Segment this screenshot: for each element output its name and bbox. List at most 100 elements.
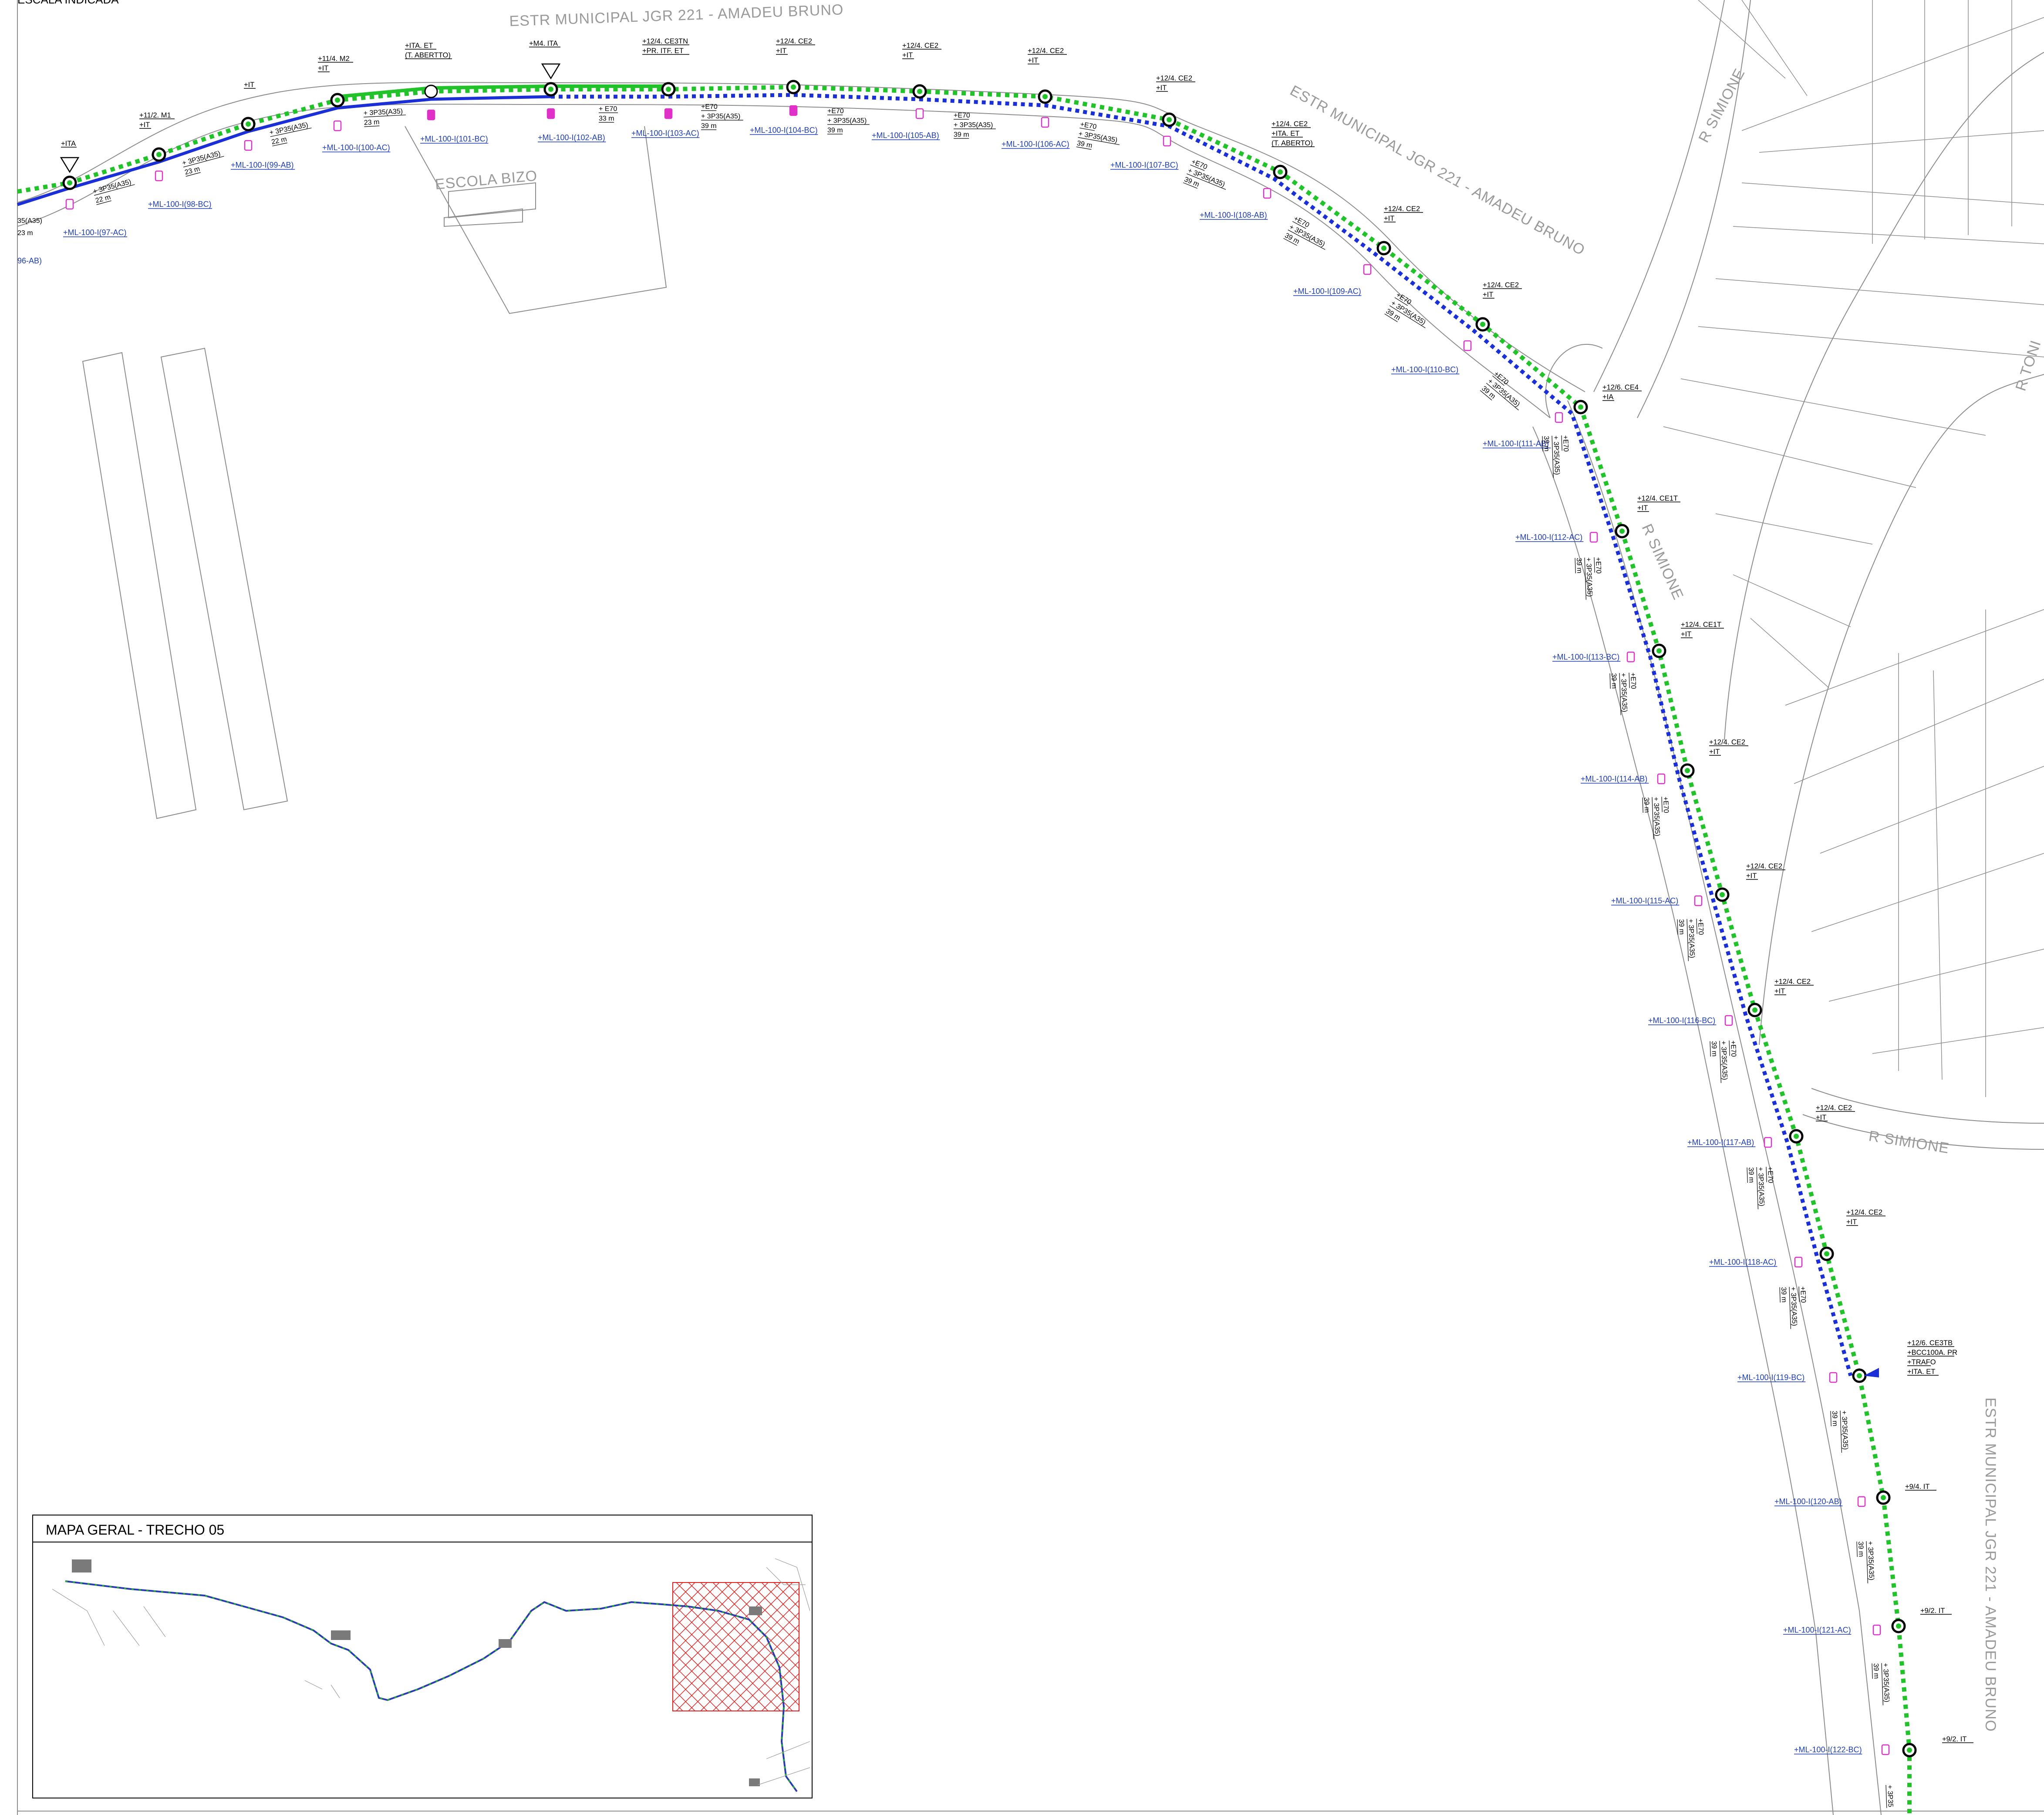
span-label-15: +E70+ 3P35(A35)39 m <box>1575 557 1602 600</box>
pole-10[interactable]: +12/4. CE2 +IT <box>1028 47 1067 104</box>
transformer-triangle-icon <box>541 63 561 80</box>
pole-1[interactable]: +ITA <box>60 140 80 190</box>
pole-11[interactable]: +12/4. CE2 +IT <box>1156 74 1195 127</box>
span-text: + 3P35(A35) <box>1789 1286 1798 1326</box>
pole-17[interactable]: +12/4. CE1T+IT <box>1652 621 1724 658</box>
pole-label: +12/4. CE2 <box>776 37 812 45</box>
pole-15[interactable]: +12/6. CE4 +IA <box>1573 384 1642 414</box>
span-underline <box>1619 673 1621 715</box>
pole-7[interactable]: +12/4. CE3TN +PR. ITF. ET <box>642 37 689 97</box>
pole-6[interactable]: +M4. ITA <box>529 40 561 97</box>
pole-center-icon <box>246 121 251 127</box>
pole-label: +IT <box>1709 748 1720 756</box>
luminaire-icon <box>1694 895 1703 906</box>
pole-label: +IT <box>1028 57 1038 64</box>
luminaire-15[interactable]: +ML-100-I(111-AB) <box>1483 412 1563 448</box>
pole-label: +12/4. CE2 <box>1272 120 1308 128</box>
span-underline <box>1183 182 1197 189</box>
luminaire-4[interactable]: +ML-100-I(100-AC) <box>322 120 391 152</box>
span-underline <box>1486 383 1519 411</box>
span-label-4: + 3P35(A35)23 m <box>363 108 406 127</box>
span-text: +E70 <box>1562 435 1569 452</box>
pole-center-icon <box>1752 1007 1757 1013</box>
luminaire-16[interactable]: +ML-100-I(112-AC) <box>1515 532 1598 543</box>
luminaire-10[interactable]: +ML-100-I(106-AC) <box>1002 117 1070 149</box>
luminaire-26[interactable]: +ML-100-I(122-BC) <box>1794 1744 1890 1755</box>
luminaire-icon <box>65 199 74 210</box>
span-text: +E70 <box>1594 557 1602 574</box>
luminaire-6[interactable]: +ML-100-I(102-AB) <box>538 108 606 142</box>
luminaire-25[interactable]: +ML-100-I(121-AC) <box>1783 1624 1881 1636</box>
pole-label: +9/2. IT <box>1942 1735 1966 1743</box>
span-text: + 3P35(A35) <box>954 121 993 129</box>
pole-14[interactable]: +12/4. CE2 +IT <box>1475 281 1522 332</box>
pole-label: +IT <box>1384 215 1394 222</box>
span-underline <box>1384 313 1398 322</box>
luminaire-12[interactable]: +ML-100-I(108-AB) <box>1200 188 1272 220</box>
luminaire-icon <box>1555 412 1563 423</box>
luminaire-label: +ML-100-I(103-AC) <box>631 129 699 138</box>
luminaire-icon <box>244 140 253 151</box>
span-underline <box>186 172 201 177</box>
luminaire-3[interactable]: +ML-100-I(99-AB) <box>231 140 295 170</box>
span-underline <box>1079 128 1095 131</box>
span-text: + 3P35(A35) <box>827 117 867 125</box>
span-underline <box>1288 229 1326 250</box>
pole-5[interactable]: +ITA. ET(T. ABERTTO) <box>405 42 452 98</box>
pole-2[interactable]: +11/2. M1 +IT <box>139 111 175 162</box>
luminaire-18[interactable]: +ML-100-I(114-AB) <box>1581 773 1666 785</box>
pole-25[interactable]: +9/2. IT <box>1891 1607 1952 1633</box>
luminaire-23[interactable]: +ML-100-I(119-BC) <box>1737 1372 1838 1383</box>
luminaire-13[interactable]: +ML-100-I(109-AC) <box>1293 264 1372 296</box>
luminaire-19[interactable]: +ML-100-I(115-AC) <box>1611 895 1703 906</box>
transformer-triangle-icon <box>60 157 80 173</box>
span-underline <box>1283 238 1297 246</box>
pole-center-icon <box>666 87 671 92</box>
pole-18[interactable]: +12/4. CE2 +IT <box>1680 738 1748 778</box>
pole-4[interactable]: +11/4. M2+IT <box>318 55 353 108</box>
pole-13[interactable]: +12/4. CE2 +IT <box>1376 205 1423 256</box>
luminaire-21[interactable]: +ML-100-I(117-AB) <box>1687 1137 1772 1148</box>
luminaire-7[interactable]: +ML-100-I(103-AC) <box>631 108 700 138</box>
luminaire-17[interactable]: +ML-100-I(113-BC) <box>1552 651 1635 663</box>
luminaire-2[interactable]: +ML-100-I(98-BC) <box>148 170 212 209</box>
luminaire-8[interactable]: +ML-100-I(104-BC) <box>750 105 818 135</box>
pole-center-icon <box>1619 529 1625 534</box>
span-text: + 3P35(A35) <box>363 108 403 117</box>
luminaire-5[interactable]: +ML-100-I(101-BC) <box>420 109 489 144</box>
pole-12[interactable]: +12/4. CE2 +ITA. ET(T. ABERTO) <box>1272 120 1315 179</box>
span-underline <box>183 156 224 168</box>
span-underline <box>1190 165 1205 171</box>
pole-label: +M4. ITA <box>529 40 558 47</box>
pole-8[interactable]: +12/4. CE2 +IT <box>776 37 815 94</box>
luminaire-14[interactable]: +ML-100-I(110-BC) <box>1391 340 1472 374</box>
pole-19[interactable]: +12/4. CE2 +IT <box>1715 862 1785 902</box>
span-label-19: +E70+ 3P35(A35)39 m <box>1710 1041 1737 1083</box>
pole-label: +9/4. IT <box>1905 1483 1929 1491</box>
luminaire-24[interactable]: +ML-100-I(120-AB) <box>1774 1496 1866 1507</box>
pole-center-icon <box>548 87 553 92</box>
luminaire-label: +ML-100-I(111-AB) <box>1483 439 1549 448</box>
luminaire-9[interactable]: +ML-100-I(105-AB) <box>872 108 940 140</box>
span-underline <box>1480 390 1492 401</box>
pole-3[interactable]: +IT <box>241 81 256 131</box>
pole-label: +IT <box>1746 872 1757 880</box>
span-text: +E70 <box>827 108 844 115</box>
pole-26[interactable]: +9/2. IT <box>1902 1735 1973 1758</box>
span-underline <box>1756 1167 1758 1209</box>
span-text: +E70 <box>701 103 718 111</box>
pole-22[interactable]: +12/4. CE2 +IT <box>1819 1209 1885 1261</box>
pole-24[interactable]: +9/4. IT <box>1876 1483 1936 1505</box>
luminaire-1[interactable]: +ML-100-I(97-AC) <box>63 199 128 237</box>
luminaire-label: +ML-100-I(116-BC) <box>1648 1016 1715 1025</box>
pole-21[interactable]: +12/4. CE2 +IT <box>1789 1104 1855 1144</box>
luminaire-20[interactable]: +ML-100-I(116-BC) <box>1648 1015 1733 1026</box>
pole-23[interactable]: +12/6. CE3TB +BCC100A. PR+TRAFO +ITA. ET <box>1852 1339 1957 1383</box>
pole-20[interactable]: +12/4. CE2+IT <box>1747 978 1814 1017</box>
luminaire-11[interactable]: +ML-100-I(107-BC) <box>1110 135 1179 170</box>
pole-center-icon <box>1907 1748 1912 1753</box>
pole-16[interactable]: +12/4. CE1T +IT <box>1615 495 1680 539</box>
luminaire-22[interactable]: +ML-100-I(118-AC) <box>1709 1256 1803 1268</box>
pole-label: +IT <box>1637 504 1648 512</box>
pole-9[interactable]: +12/4. CE2+IT <box>902 42 941 99</box>
